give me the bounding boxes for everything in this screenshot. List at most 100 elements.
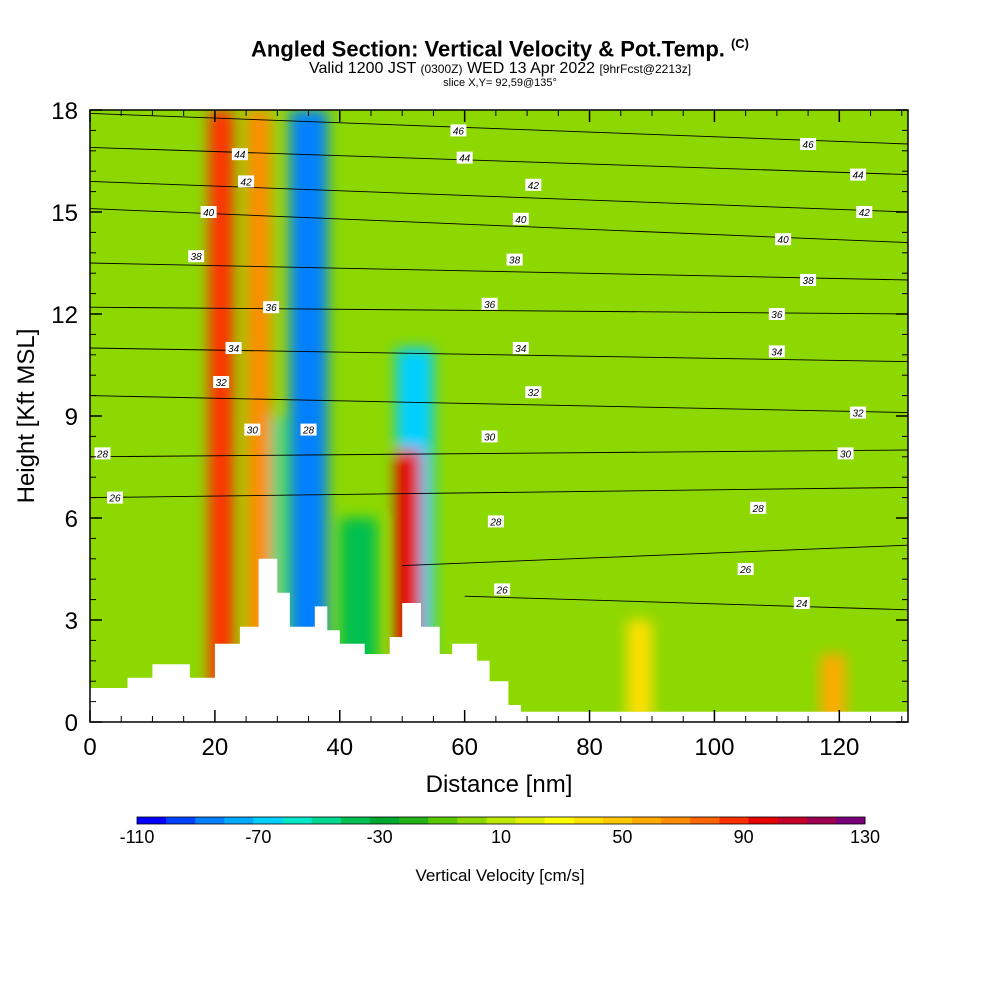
isentrope-44 [90, 146, 908, 176]
colorbar-tick-label: 130 [850, 827, 880, 847]
contour-label: 42 [528, 181, 540, 192]
contour-label: 42 [241, 177, 253, 188]
contour-label: 32 [528, 388, 540, 399]
isentrope-26 [402, 544, 908, 567]
contour-label-bg [850, 406, 867, 419]
y-tick-label: 18 [51, 98, 78, 125]
slice-info: slice X,Y= 92,59@135° [443, 77, 557, 89]
colorbar-swatch [195, 817, 225, 824]
colorbar-swatch [166, 817, 196, 824]
contour-label-bg [856, 206, 873, 218]
contour-label-bg [525, 178, 542, 191]
contour-label: 40 [203, 208, 215, 219]
terrain-shape [90, 558, 908, 722]
contour-label-bg [456, 151, 473, 164]
colorbar-swatch [486, 817, 517, 824]
contour-label: 44 [852, 171, 864, 182]
x-axis-title: Distance [nm] [426, 771, 573, 798]
colorbar-swatch [457, 817, 487, 824]
isentrope-30 [90, 449, 908, 458]
contour-label: 40 [778, 235, 790, 246]
y-tick-label: 9 [65, 404, 78, 431]
colorbar-swatch [282, 817, 313, 824]
contour-label-bg [225, 342, 242, 354]
y-tick-label: 15 [51, 200, 78, 227]
y-axis-title: Height [Kft MSL] [13, 329, 40, 504]
contour-label-bg [263, 301, 280, 314]
contour-label: 32 [852, 409, 864, 420]
contour-label-bg [512, 342, 529, 354]
colorbar-tick-label: -110 [120, 827, 155, 847]
contour-label-bg [481, 430, 498, 443]
y-tick-label: 6 [65, 506, 78, 533]
chart-title: Angled Section: Vertical Velocity & Pot.… [0, 36, 1000, 62]
isentrope-40 [90, 208, 908, 244]
colorbar-swatch [369, 817, 400, 824]
colorbar-border [136, 816, 866, 825]
contour-label: 24 [795, 599, 808, 610]
contour-label-bg [200, 206, 217, 218]
contour-label: 28 [302, 426, 315, 437]
colorbar-swatch [515, 817, 546, 824]
contour-label: 46 [453, 126, 465, 137]
contour-label-bg [300, 423, 317, 436]
contour-label-bg [487, 515, 504, 528]
x-tick-label: 60 [451, 734, 478, 761]
contour-label: 36 [484, 300, 496, 311]
chart-subtitle: Valid 1200 JST (0300Z) WED 13 Apr 2022 [… [0, 60, 1000, 78]
colorbar-tick-label: -70 [245, 827, 271, 847]
colorbar: -110 -70 -30 10 50 90 130 [120, 816, 880, 847]
colorbar-tick-label: 90 [734, 827, 754, 847]
contour-label: 36 [266, 303, 278, 314]
contour-label-bg [506, 253, 523, 266]
colorbar-swatch [544, 817, 575, 824]
contour-label-bg [800, 274, 817, 286]
colorbar-title: Vertical Velocity [cm/s] [415, 866, 584, 885]
isentrope-46 [90, 112, 908, 145]
colorbar-swatch [748, 817, 779, 824]
colorbar-swatch [632, 817, 662, 824]
contour-label-bg [188, 250, 205, 263]
colorbar-swatch [719, 817, 750, 824]
contour-label: 32 [216, 378, 228, 389]
contour-label-bg [213, 376, 230, 388]
colorbar-tick-label: 10 [491, 827, 511, 847]
isentrope-38 [90, 262, 908, 281]
isentrope-contours [90, 112, 908, 611]
colorbar-swatch [253, 817, 284, 824]
contour-label-bg [768, 345, 785, 358]
isentrope-42 [90, 180, 908, 213]
contour-label-bg [800, 138, 817, 150]
isentrope-28 [90, 486, 908, 499]
colorbar-swatch [690, 817, 720, 824]
x-tick-label: 40 [326, 734, 353, 761]
contour-label: 34 [515, 344, 527, 355]
colorbar-swatch [661, 817, 691, 824]
contour-label: 28 [489, 517, 502, 528]
updraft-core [820, 654, 846, 722]
contour-label: 28 [96, 449, 109, 460]
contour-label: 38 [509, 256, 521, 267]
y-tick-label: 0 [65, 710, 78, 737]
colorbar-swatch [573, 817, 604, 824]
contour-label-bg [850, 168, 867, 181]
contour-label: 38 [191, 252, 203, 263]
contour-label: 30 [484, 432, 496, 443]
contour-label-bg [775, 233, 792, 246]
x-tick-label: 120 [819, 734, 859, 761]
contour-label: 44 [234, 150, 246, 161]
chart-title-suffix: (C) [730, 36, 749, 51]
contour-label-bg [750, 501, 767, 514]
contour-label-bg [450, 124, 467, 137]
contour-label-bg [106, 491, 123, 504]
contour-label-bg [494, 583, 511, 596]
colorbar-swatch [835, 817, 866, 824]
contour-label-bg [481, 297, 498, 310]
valid-utc: (0300Z) [420, 62, 463, 76]
contour-label-bg [231, 148, 248, 161]
contour-label-bg [793, 597, 810, 609]
valid-time: Valid 1200 JST [308, 60, 416, 77]
contour-label-bg [238, 175, 255, 188]
colorbar-swatch [224, 817, 254, 824]
y-tick-label: 3 [65, 608, 78, 635]
